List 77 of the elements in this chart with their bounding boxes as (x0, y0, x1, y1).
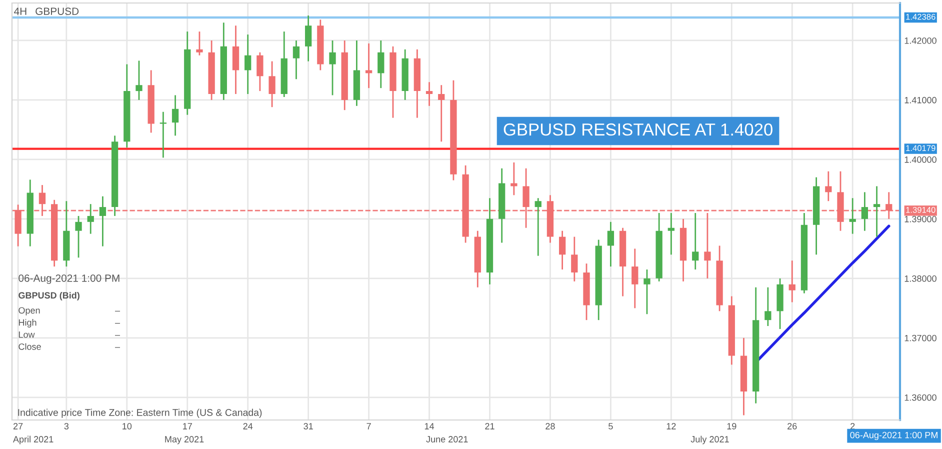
y-tick-label: 1.38000 (904, 275, 936, 282)
x-tick-label: 12 (666, 423, 676, 430)
text: 06-Aug-2021 1:00 PM (850, 432, 938, 440)
candlestick (99, 196, 106, 247)
annotation: High (18, 319, 36, 328)
candlestick (75, 215, 82, 258)
candlestick (244, 34, 252, 95)
ref-line-label: 1.40179 (906, 145, 936, 152)
candlestick (668, 212, 674, 256)
y-tick-label: 1.42000 (904, 37, 936, 44)
y-tick-label: 1.36000 (904, 394, 936, 401)
x-tick-label: 14 (424, 423, 434, 430)
annotation: GBPUSD RESISTANCE AT 1.4020 (504, 123, 772, 136)
candlestick (268, 60, 276, 108)
y-tick-label: 1.41000 (904, 96, 936, 104)
y-tick-label: 1.37000 (904, 334, 936, 342)
candlestick (304, 14, 312, 62)
x-tick-label: 5 (608, 423, 613, 430)
annotation: – (115, 335, 120, 336)
candlestick (426, 81, 433, 107)
candlestick (632, 248, 638, 309)
text: July 2021 (690, 436, 729, 444)
candlestick (849, 197, 856, 234)
candlestick (329, 40, 336, 96)
x-tick-label: 19 (727, 423, 736, 430)
x-tick-label: 21 (485, 423, 494, 430)
candlestick (378, 40, 384, 89)
candlestick (692, 212, 699, 270)
ref-line-label: 1.42386 (906, 14, 936, 20)
candlestick (232, 24, 240, 95)
x-tick-label: 28 (546, 423, 555, 430)
candlestick (87, 203, 94, 234)
candlestick (861, 191, 868, 232)
candlestick (292, 40, 300, 80)
annotation: Low (18, 331, 35, 338)
annotation: GBPUSD (Bid) (18, 292, 80, 300)
candlestick (510, 162, 518, 196)
candlestick (534, 197, 542, 257)
candlestick (644, 268, 650, 315)
annotation: Time Zone: Eastern Time (US & Canada) (85, 408, 262, 418)
candlestick (825, 170, 832, 202)
candlestick (764, 286, 772, 327)
annotation: – (115, 347, 120, 348)
candlestick (256, 52, 264, 92)
text: June 2021 (426, 436, 468, 442)
text: April 2021 (13, 436, 54, 444)
x-tick-label: 26 (788, 423, 797, 430)
candlestick (788, 260, 796, 303)
annotation: Open (18, 307, 40, 316)
candlestick (438, 84, 445, 142)
annotation: Close (18, 343, 41, 350)
ref-line-label: 1.39140 (906, 206, 936, 213)
y-tick-label: 1.40000 (904, 156, 936, 163)
candlestick (160, 111, 167, 158)
candlestick (571, 236, 578, 282)
candlestick (196, 30, 203, 56)
x-tick-label: 3 (64, 423, 69, 430)
x-tick-label: 10 (122, 423, 132, 430)
candlestick (172, 94, 179, 136)
annotation: 06-Aug-2021 1:00 PM (18, 274, 120, 284)
candlestick (365, 42, 372, 89)
x-tick-label: 7 (366, 423, 371, 430)
candlestick (558, 230, 566, 270)
candlestick (136, 60, 142, 101)
text: May 2021 (165, 436, 204, 444)
chart-subtitle: 4H (14, 8, 26, 15)
candlestick (873, 186, 880, 238)
candlestick (607, 221, 614, 268)
annotation: – (115, 310, 120, 312)
x-tick-label: 24 (243, 423, 253, 430)
x-tick-label: 27 (13, 423, 23, 430)
annotation: Indicative price (18, 408, 82, 418)
x-tick-label: 17 (183, 423, 192, 430)
y-tick-label: 1.39000 (904, 216, 936, 222)
x-tick-label: 31 (304, 423, 313, 430)
chart-title: GBPUSD (36, 8, 79, 15)
annotation: – (115, 323, 120, 324)
